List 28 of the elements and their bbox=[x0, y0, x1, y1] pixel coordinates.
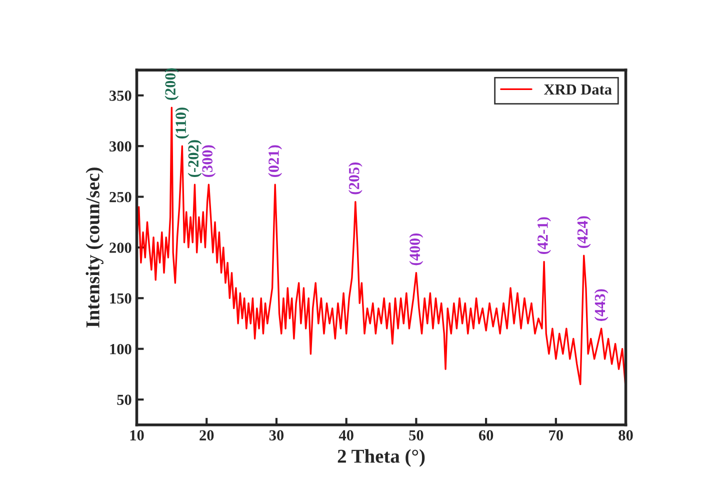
annotation: (300) bbox=[202, 145, 216, 177]
x-tick-label: 40 bbox=[338, 430, 354, 440]
y-tick-label: 300 bbox=[110, 141, 132, 152]
y-axis-title: Intensity (coun/sec) bbox=[86, 168, 104, 328]
y-tick-label: 250 bbox=[110, 192, 132, 202]
x-tick-label: 80 bbox=[618, 430, 633, 440]
legend-label: XRD Data bbox=[544, 84, 612, 95]
y-tick-label: 350 bbox=[110, 90, 132, 101]
y-tick-label: 50 bbox=[117, 394, 132, 405]
x-tick-label: 70 bbox=[549, 430, 563, 440]
annotation: (424) bbox=[576, 216, 591, 248]
annotation: (200) bbox=[164, 68, 179, 100]
x-axis-title: 2 Theta (°) bbox=[338, 449, 425, 467]
annotation: (443) bbox=[594, 289, 608, 321]
x-tick-label: 60 bbox=[478, 430, 494, 440]
x-tick-label: 10 bbox=[130, 430, 144, 440]
x-tick-label: 50 bbox=[409, 430, 424, 440]
x-tick-label: 20 bbox=[200, 430, 214, 440]
annotation: (42-1) bbox=[537, 217, 551, 254]
annotation: (-202) bbox=[188, 140, 202, 177]
y-tick-label: 200 bbox=[110, 242, 132, 253]
y-tick-label: 150 bbox=[110, 293, 132, 304]
y-tick-label: 100 bbox=[110, 344, 132, 354]
annotation: (110) bbox=[175, 108, 190, 138]
annotation: (205) bbox=[348, 162, 362, 194]
annotation: (400) bbox=[409, 233, 424, 266]
x-tick-label: 30 bbox=[269, 430, 284, 440]
annotation: (021) bbox=[268, 145, 282, 177]
